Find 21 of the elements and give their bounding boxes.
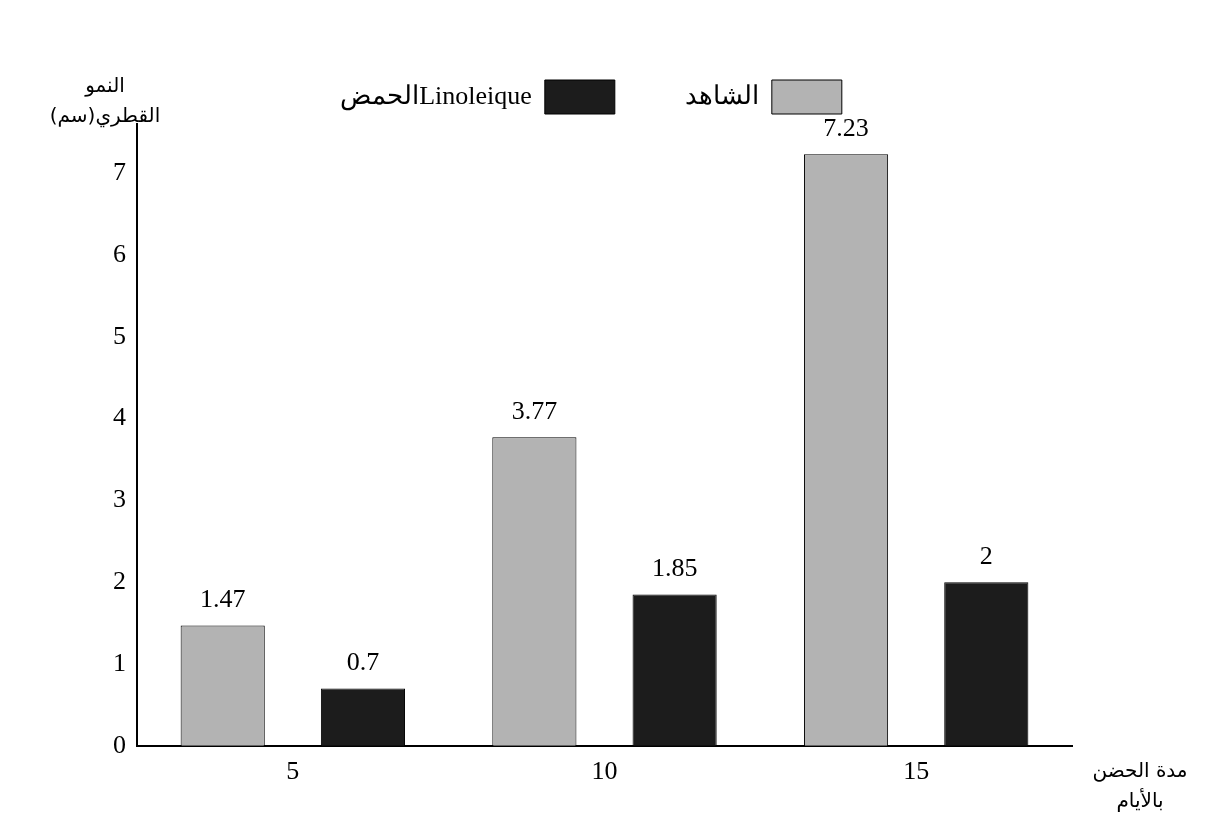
x-tick-label: 10 [591,756,618,786]
y-axis-title: النمو القطري(سم) [48,72,162,130]
y-tick-label: 0 [113,729,126,759]
y-tick-label: 6 [113,238,126,268]
data-label: 3.77 [511,396,558,426]
x-axis-title: مدة الحضن بالأيام [1091,757,1189,814]
y-tick-label: 3 [113,484,126,514]
y-tick-label: 2 [113,566,126,595]
legend-label: الحمضLinoleique [340,80,532,111]
data-label: 1.85 [651,553,698,583]
x-tick-label: 5 [286,756,300,786]
data-label: 0.7 [346,647,380,677]
x-tick-label: 15 [903,756,930,786]
data-label: 1.47 [199,584,246,614]
y-tick-label: 1 [113,647,126,677]
data-label: 7.23 [823,113,869,143]
y-tick-label: 4 [113,402,126,432]
y-tick-label: 5 [113,320,126,350]
y-tick-label: 7 [113,156,126,186]
data-label: 2 [979,541,993,570]
legend-label: الشاهد [684,80,759,110]
